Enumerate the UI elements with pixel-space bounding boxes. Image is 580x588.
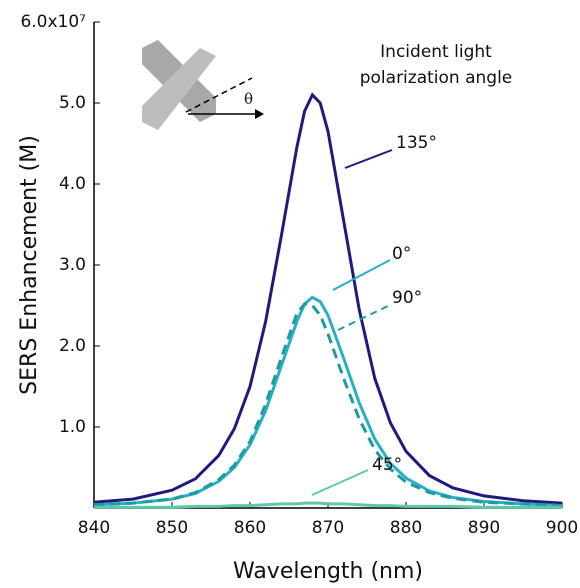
x-tick-label: 860 (234, 518, 266, 538)
leader-line (332, 259, 391, 291)
y-tick-label: 5.0 (59, 93, 86, 113)
series-label: 45° (372, 455, 402, 475)
series-label: 90° (392, 288, 422, 308)
x-axis-label: Wavelength (nm) (233, 559, 423, 584)
x-tick-label: 880 (390, 518, 422, 538)
annotation: polarization angle (360, 68, 513, 88)
series-label: 0° (392, 244, 411, 264)
annotation: Incident light (380, 42, 492, 62)
x-tick-label: 900 (546, 518, 578, 538)
series-label: 135° (396, 133, 437, 153)
x-tick-label: 840 (78, 518, 110, 538)
x-tick-label: 890 (468, 518, 500, 538)
y-tick-label: 2.0 (59, 336, 86, 356)
y-axis-label: SERS Enhancement (M) (17, 135, 42, 395)
polarization-icon (142, 40, 264, 130)
series-line (93, 302, 563, 508)
leader-line (337, 304, 391, 331)
y-tick-label: 4.0 (59, 174, 86, 194)
series-line (94, 501, 562, 509)
series-line (93, 295, 563, 508)
leader-line (344, 149, 393, 169)
leader-line (311, 469, 369, 496)
series-line (93, 92, 563, 505)
theta-label: θ (244, 90, 253, 108)
y-tick-label: 3.0 (59, 255, 86, 275)
x-tick-label: 870 (312, 518, 344, 538)
y-tick-label: 6.0x10⁷ (20, 12, 86, 32)
x-tick-label: 850 (156, 518, 188, 538)
y-tick-label: 1.0 (59, 417, 86, 437)
